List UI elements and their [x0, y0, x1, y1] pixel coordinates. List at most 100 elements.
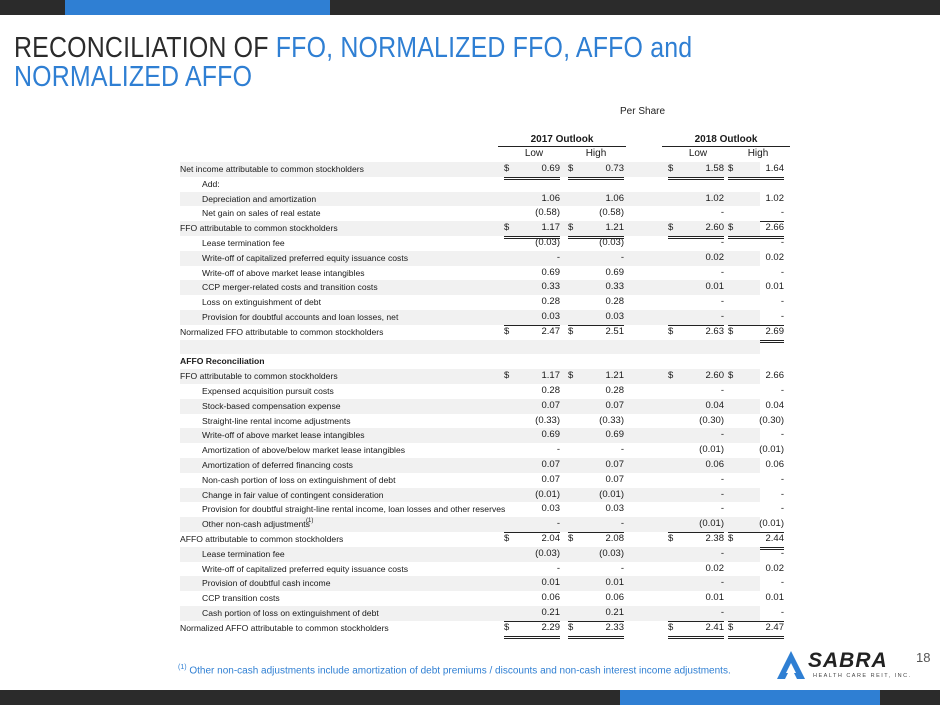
value-cell: - — [720, 547, 724, 559]
value-cell: - — [556, 562, 560, 574]
value-cell: (0.03) — [535, 236, 560, 248]
row-label: Write-off of capitalized preferred equit… — [202, 563, 409, 574]
row-label: Expensed acquisition pursuit costs — [202, 385, 334, 396]
value-cell: - — [668, 206, 724, 223]
value-cell: - — [780, 473, 784, 485]
table-row: CCP transition costs 0.06 0.06 0.01 0.01 — [180, 591, 784, 606]
table-row: Net income attributable to common stockh… — [180, 162, 784, 180]
value-cell: 0.21 — [568, 606, 624, 622]
row-label: Write-off of above market lease intangib… — [202, 430, 365, 441]
row-label: Change in fair value of contingent consi… — [202, 489, 384, 500]
value-cell: - — [780, 266, 784, 278]
value-cell: 0.28 — [605, 384, 625, 396]
value-cell: 0.21 — [504, 606, 560, 622]
value-cell: 2.60 — [668, 221, 724, 239]
row-label: Loss on extinguishment of debt — [202, 297, 321, 308]
value-cell: - — [668, 310, 724, 326]
table-row: Change in fair value of contingent consi… — [180, 487, 784, 503]
value-cell: 0.04 — [765, 399, 785, 411]
value-cell: - — [728, 310, 784, 326]
value-cell: - — [568, 517, 624, 533]
top-bar-accent — [65, 0, 330, 15]
col-low-2017: Low — [524, 148, 544, 159]
row-label: Provision for doubtful straight-line ren… — [202, 504, 506, 515]
dollar-sign: $ — [668, 222, 674, 234]
value-cell: - — [780, 384, 784, 396]
dollar-sign: $ — [728, 621, 734, 633]
table-row: Lease termination fee (0.03) (0.03) - - — [180, 236, 784, 251]
dollar-sign: $ — [504, 163, 510, 174]
dollar-sign: $ — [668, 532, 674, 544]
value-cell: 0.06 — [705, 458, 725, 470]
value-cell: 0.03 — [568, 310, 624, 326]
bottom-bar — [0, 690, 940, 705]
row-label: Cash portion of loss on extinguishment o… — [202, 607, 379, 618]
value-cell: 0.02 — [705, 251, 725, 263]
value-cell: 2.41 — [668, 621, 724, 639]
value-cell: 1.58 — [668, 162, 724, 180]
value-cell: 0.01 — [705, 592, 725, 604]
page-title: RECONCILIATION OF FFO, NORMALIZED FFO, A… — [14, 34, 754, 92]
value-cell: - — [668, 606, 724, 622]
value-cell: 0.04 — [705, 399, 725, 411]
table-row: Expensed acquisition pursuit costs 0.28 0.… — [180, 384, 784, 399]
value-cell: - — [720, 236, 724, 248]
table-row: Depreciation and amortization 1.06 1.06 1.0… — [180, 191, 784, 207]
row-label: Normalized AFFO attributable to common s… — [180, 622, 389, 633]
value-cell: - — [780, 488, 784, 500]
col-high-2018: High — [747, 148, 769, 159]
table-row: Write-off of above market lease intangib… — [180, 266, 784, 281]
footnote-marker: (1) — [178, 664, 187, 671]
value-cell: 0.28 — [541, 384, 561, 396]
dollar-sign: $ — [568, 325, 574, 337]
value-cell: 1.64 — [728, 162, 784, 180]
dollar-sign: $ — [728, 325, 734, 337]
value-cell: 1.21 — [568, 221, 624, 239]
value-cell: 0.07 — [541, 473, 561, 485]
row-label: Net gain on sales of real estate — [202, 208, 321, 219]
value-cell: 2.66 — [728, 221, 784, 239]
per-share-label: Per Share — [620, 106, 666, 117]
value-cell: - — [720, 384, 724, 396]
dollar-sign: $ — [668, 325, 674, 337]
row-label: FFO attributable to common stockholders — [180, 371, 338, 382]
value-cell: (0.58) — [568, 206, 624, 223]
dollar-sign: $ — [728, 163, 734, 174]
table-row: Provision for doubtful straight-line ren… — [180, 502, 784, 517]
table-row: Other non-cash adjustments (1) - - (0.01) (0.… — [180, 517, 784, 533]
table-row — [180, 339, 760, 355]
value-cell: 0.69 — [605, 429, 625, 441]
value-cell: - — [620, 562, 624, 574]
dollar-sign: $ — [728, 532, 734, 544]
value-cell: 0.06 — [541, 592, 561, 604]
row-label: Amortization of deferred financing costs — [202, 459, 353, 470]
footnote-text: Other non-cash adjustments include amort… — [186, 665, 731, 677]
value-cell: - — [728, 606, 784, 622]
value-cell: 1.02 — [705, 192, 725, 204]
row-label: Depreciation and amortization — [202, 193, 317, 204]
value-cell: - — [720, 577, 724, 589]
row-label: Lease termination fee — [202, 548, 285, 559]
value-cell: 0.01 — [705, 281, 725, 293]
value-cell: - — [780, 429, 784, 441]
dollar-sign: $ — [504, 370, 510, 382]
value-cell: 0.33 — [541, 281, 561, 293]
value-cell: (0.33) — [599, 414, 624, 426]
dollar-sign: $ — [568, 222, 574, 234]
value-cell: 0.69 — [605, 266, 625, 278]
table-row: Lease termination fee (0.03) (0.03) - - — [180, 546, 784, 562]
row-label: Add: — [202, 178, 220, 189]
dollar-sign: $ — [668, 163, 674, 174]
dollar-sign: $ — [504, 532, 510, 544]
table-row: Write-off of capitalized preferred equit… — [180, 250, 784, 266]
value-cell: 0.03 — [605, 503, 625, 515]
value-cell: 1.02 — [765, 192, 785, 204]
value-cell: 0.01 — [765, 592, 785, 604]
value-cell: (0.01) — [535, 488, 560, 500]
sabra-logo-icon — [777, 651, 805, 679]
row-label: Stock-based compensation expense — [202, 400, 341, 411]
row-label: Other non-cash adjustments — [202, 519, 310, 530]
value-cell: 1.06 — [605, 192, 625, 204]
row-label: CCP merger-related costs and transition … — [202, 282, 378, 293]
value-cell: 0.07 — [541, 458, 561, 470]
